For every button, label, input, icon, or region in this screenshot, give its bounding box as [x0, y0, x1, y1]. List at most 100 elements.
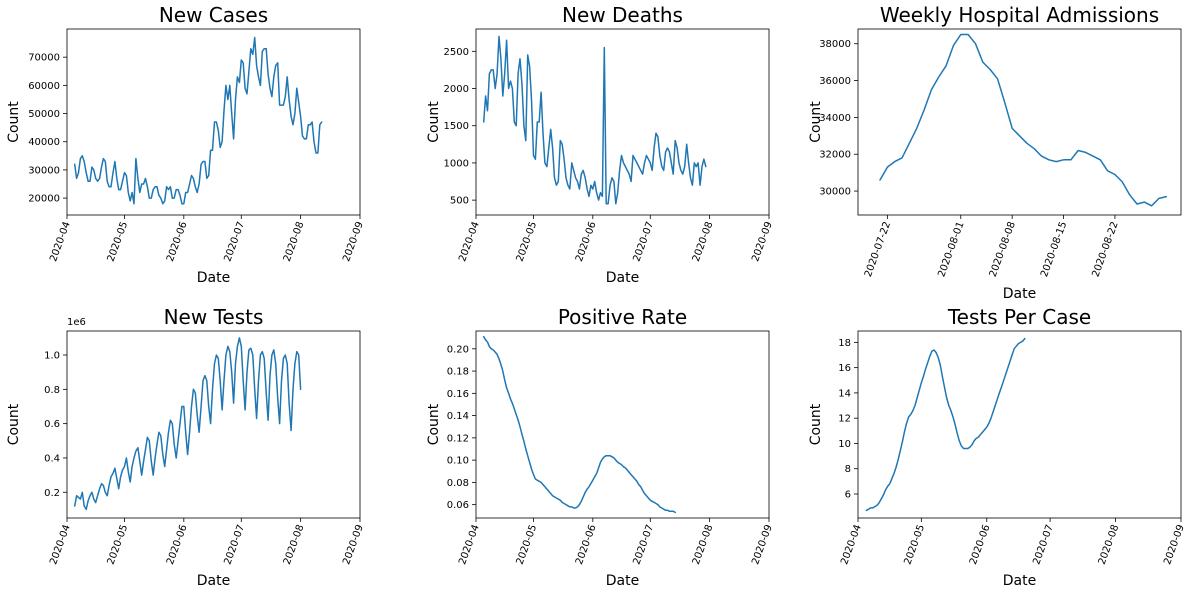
y-tick-label: 0.16 — [447, 389, 469, 400]
y-tick-label: 16 — [838, 363, 851, 374]
axes-frame — [66, 330, 361, 519]
x-tick-label: 2020-05 — [903, 523, 928, 566]
x-tick-label: 2020-07 — [1031, 523, 1056, 566]
subplot-1: New Cases 20000 30000 40000 50000 60000 70000 2… — [6, 3, 366, 286]
y-tick-label: 20000 — [28, 194, 60, 205]
y-tick-label: 18 — [838, 338, 851, 349]
x-axis-label: Date — [197, 573, 230, 589]
y-tick-label: 14 — [838, 388, 851, 399]
chart-title: New Deaths — [562, 3, 683, 27]
y-tick-label: 12 — [838, 414, 851, 425]
x-tick-label: 2020-08 — [1097, 523, 1122, 566]
y-tick-label: 1000 — [444, 158, 469, 169]
y-tick-label: 40000 — [28, 137, 60, 148]
y-tick-label: 2500 — [444, 47, 469, 58]
x-tick-label: 2020-04 — [457, 220, 482, 263]
y-tick-label: 60000 — [28, 81, 60, 92]
x-tick-label: 2020-09 — [341, 220, 366, 263]
series-line — [879, 33, 1168, 207]
y-tick-label: 38000 — [819, 39, 851, 50]
x-tick-label: 2020-08 — [691, 523, 716, 566]
subplot-5: Positive Rate 0.06 0.08 0.10 0.12 0.14 0.16 0.1… — [426, 305, 775, 589]
x-tick-label: 2020-06 — [968, 523, 993, 566]
y-tick-label: 8 — [845, 464, 851, 475]
y-axis-label: Count — [426, 403, 442, 445]
y-tick-label: 30000 — [28, 165, 60, 176]
y-tick-label: 10 — [838, 439, 851, 450]
x-axis-label: Date — [197, 270, 230, 286]
y-tick-label: 0.08 — [447, 478, 469, 489]
x-tick-label: 2020-04 — [48, 220, 73, 263]
y-tick-label: 0.06 — [447, 500, 469, 511]
series-line — [73, 36, 323, 205]
x-tick-label: 2020-09 — [341, 523, 366, 566]
y-tick-label: 0.20 — [447, 344, 469, 355]
y-tick-label: 32000 — [819, 150, 851, 161]
x-tick-label: 2020-04 — [839, 523, 864, 566]
x-tick-label: 2020-04 — [457, 523, 482, 566]
axes-frame — [857, 28, 1182, 216]
series-line — [482, 35, 707, 205]
axes-frame — [857, 330, 1182, 519]
x-tick-label: 2020-05 — [106, 523, 131, 566]
x-tick-label: 2020-09 — [1162, 523, 1187, 566]
chart-title: Weekly Hospital Admissions — [880, 3, 1159, 27]
x-tick-label: 2020-05 — [106, 220, 131, 263]
x-tick-label: 2020-08 — [282, 220, 307, 263]
y-tick-label: 30000 — [819, 187, 851, 198]
x-tick-label: 2020-07 — [631, 523, 656, 566]
chart-title: New Cases — [159, 3, 268, 27]
x-axis-label: Date — [606, 270, 639, 286]
x-tick-label: 2020-05 — [515, 523, 540, 566]
x-tick-label: 2020-08 — [691, 220, 716, 263]
x-tick-label: 2020-08-22 — [1091, 220, 1121, 278]
y-tick-label: 36000 — [819, 76, 851, 87]
chart-title: Tests Per Case — [947, 305, 1091, 329]
x-axis-label: Date — [1003, 286, 1036, 302]
x-tick-label: 2020-08-08 — [988, 220, 1018, 278]
x-tick-label: 2020-09 — [750, 220, 775, 263]
y-axis-label: Count — [426, 101, 442, 143]
axes-frame — [66, 28, 361, 216]
subplot-3: Weekly Hospital Admissions 30000 32000 3400… — [808, 3, 1182, 302]
x-tick-label: 2020-06 — [574, 220, 599, 263]
x-tick-label: 2020-06 — [165, 523, 190, 566]
y-tick-label: 0.10 — [447, 456, 469, 467]
x-tick-label: 2020-07-22 — [863, 220, 893, 278]
subplot-4: New Tests 0.2 0.4 0.6 0.8 1.0 1e6 2020-04 2020-0… — [6, 305, 366, 589]
y-axis-label: Count — [808, 403, 824, 445]
axes-frame — [475, 330, 770, 519]
y-tick-label: 0.12 — [447, 433, 469, 444]
y-tick-label: 0.6 — [44, 419, 60, 430]
x-tick-label: 2020-08 — [282, 523, 307, 566]
y-tick-label: 0.2 — [44, 488, 60, 499]
y-tick-label: 500 — [450, 196, 469, 207]
x-tick-label: 2020-05 — [515, 220, 540, 263]
x-tick-label: 2020-06 — [165, 220, 190, 263]
y-tick-label: 6 — [845, 489, 851, 500]
y-tick-label: 0.4 — [44, 453, 60, 464]
y-axis-label: Count — [6, 101, 22, 143]
x-tick-label: 2020-07 — [222, 523, 247, 566]
subplot-6: Tests Per Case 6 8 10 12 14 16 18 2020-04 2020-05… — [808, 305, 1187, 589]
subplot-2: New Deaths 500 1000 1500 2000 2500 2020-04 2020… — [426, 3, 775, 286]
x-tick-label: 2020-07 — [222, 220, 247, 263]
y-offset-label: 1e6 — [67, 317, 86, 328]
series-line — [865, 337, 1026, 512]
chart-title: New Tests — [164, 305, 264, 329]
y-tick-label: 0.8 — [44, 385, 60, 396]
x-tick-label: 2020-08-01 — [936, 220, 966, 278]
y-tick-label: 0.14 — [447, 411, 469, 422]
axes-frame — [475, 28, 770, 216]
x-tick-label: 2020-04 — [48, 523, 73, 566]
series-line — [482, 335, 676, 514]
x-tick-label: 2020-06 — [574, 523, 599, 566]
y-tick-label: 70000 — [28, 53, 60, 64]
x-tick-label: 2020-08-15 — [1039, 220, 1069, 278]
y-tick-label: 2000 — [444, 84, 469, 95]
y-tick-label: 1.0 — [44, 351, 60, 362]
x-tick-label: 2020-07 — [631, 220, 656, 263]
y-tick-label: 1500 — [444, 121, 469, 132]
series-line — [73, 337, 302, 511]
